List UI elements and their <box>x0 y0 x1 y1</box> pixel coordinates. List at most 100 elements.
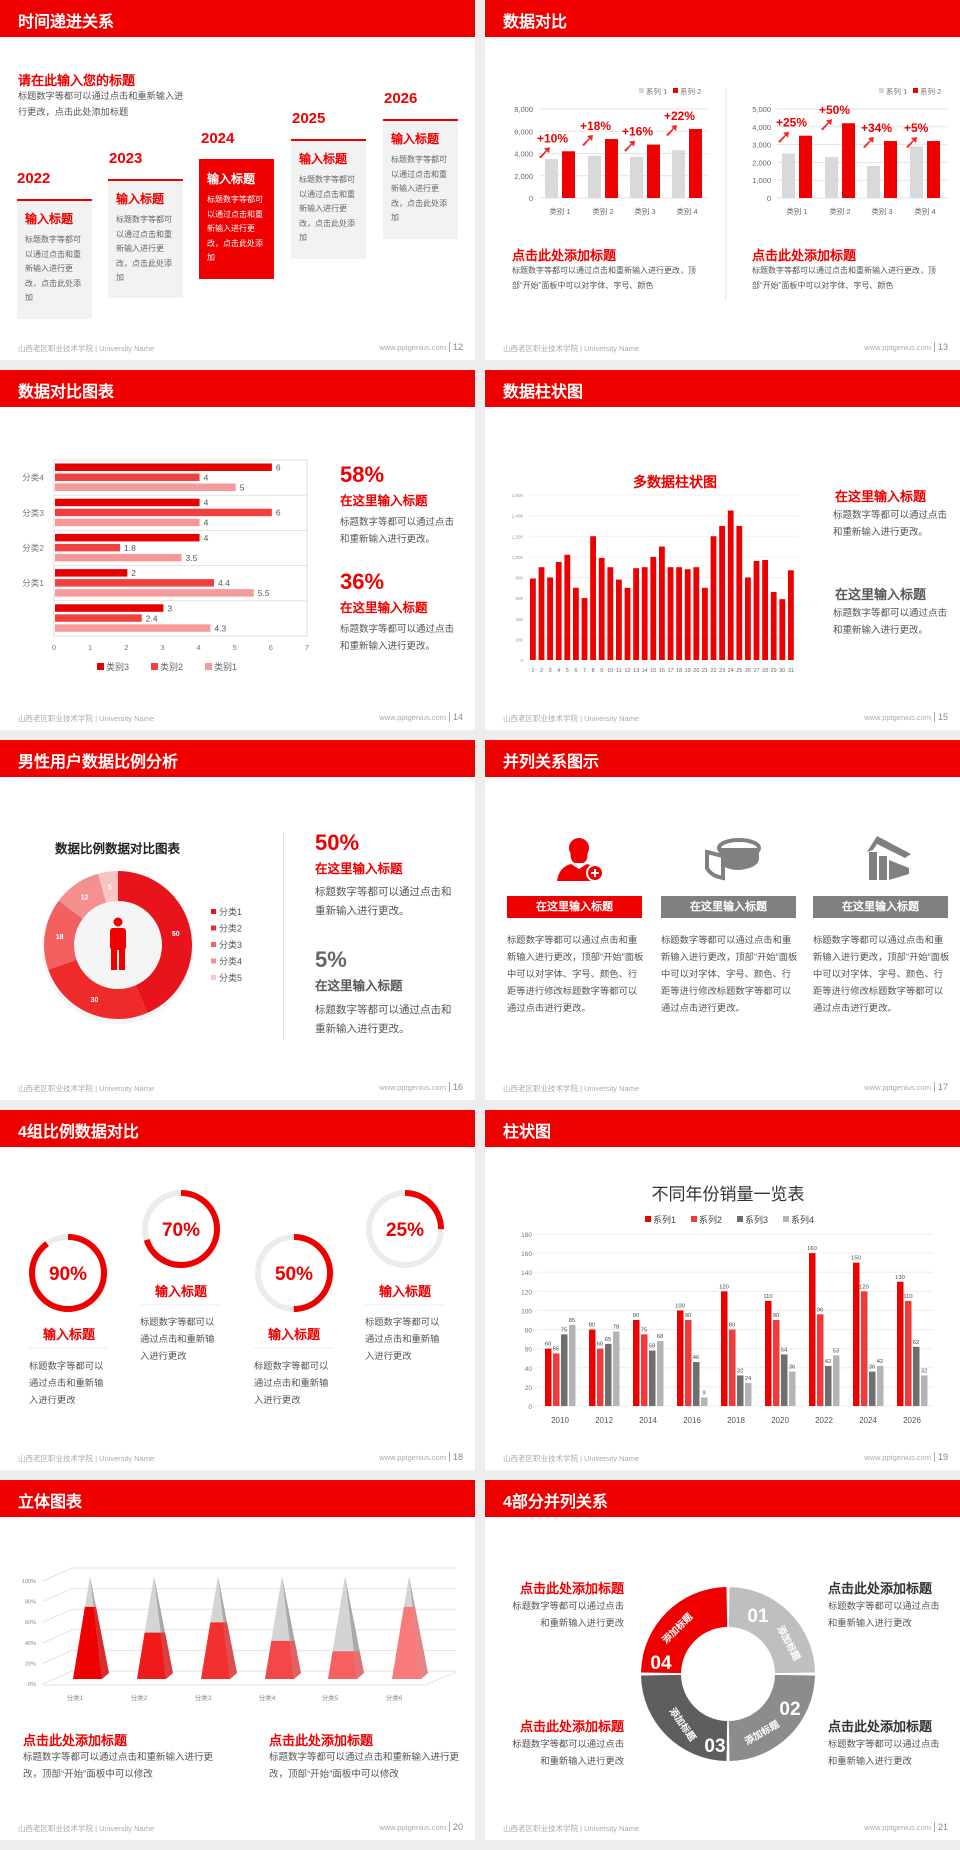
bar-series2 <box>562 151 575 198</box>
footer-url[interactable]: www.pptgenius.com <box>864 1453 931 1462</box>
block-text: 标题数字等都可以通过点击和重新输入进行更改，顶部“开始”面板中可以修改 <box>269 1752 460 1780</box>
bar <box>649 1350 656 1406</box>
legend-swatch <box>211 909 216 914</box>
slide-16[interactable]: 男性用户数据比例分析 数据比例数据对比图表 50 分类1 30 分类2 18 分类3 12 分类… <box>0 740 475 1100</box>
bar <box>727 510 734 660</box>
footer-url[interactable]: www.pptgenius.com <box>379 1823 446 1832</box>
footer-right: www.pptgenius.com 16 <box>379 1082 463 1092</box>
x-tick-label: 31 <box>788 668 794 674</box>
segment-number: 01 <box>747 1606 769 1627</box>
slide-14[interactable]: 数据对比图表 分类4 6 4 5 分类3 4 6 4 分类2 4 1.8 3.5 分类1 2 4.4 5.5 3… <box>0 370 475 730</box>
footer-right: www.pptgenius.com 19 <box>864 1452 948 1462</box>
timeline-card[interactable]: 输入标题 标题数字等都可以通过点击和重新输入进行更改，点击此处添加 <box>291 139 366 259</box>
bar <box>825 1365 832 1406</box>
value-label: 2.4 <box>146 613 158 623</box>
footer-url[interactable]: www.pptgenius.com <box>864 713 931 722</box>
footer-school: 山西老区职业技术学院 | University Name <box>503 714 640 723</box>
y-tick-label: 0 <box>529 194 533 203</box>
slide-12[interactable]: 时间递进关系 请在此输入您的标题 标题数字等都可以通过点击和重新输入进行更改，点… <box>0 0 475 360</box>
cycle-segment <box>641 1587 728 1674</box>
slide-21[interactable]: 4部分并列关系 01 添加标题 02 添加标题 03 添加标题 04 添加标题 点击此处添加标… <box>485 1480 960 1840</box>
page-number: 15 <box>933 712 948 722</box>
legend-swatch <box>211 942 216 947</box>
y-tick-label: 40 <box>525 1366 533 1373</box>
value-label: 4.4 <box>218 578 230 588</box>
page-number: 20 <box>448 1822 463 1832</box>
cycle-segment <box>728 1587 815 1674</box>
value-label: 9 <box>702 1390 705 1396</box>
x-tick-label: 2018 <box>727 1416 745 1425</box>
bar <box>545 1348 552 1406</box>
y-tick-label: 40% <box>25 1641 36 1647</box>
y-tick-label: 0 <box>767 194 771 203</box>
footer-url[interactable]: www.pptgenius.com <box>379 1453 446 1462</box>
slide-13[interactable]: 数据对比 0 2,000 4,000 6,000 8,000 类别 1 +10% 类别 2 +1… <box>485 0 960 360</box>
card-title: 输入标题 <box>391 132 440 146</box>
slide-20[interactable]: 立体图表 0% 20% 40% 60% 80% 100% 分类1 分类2 分类3 分类4 分类5 分类… <box>0 1480 475 1840</box>
timeline-card[interactable]: 输入标题 标题数字等都可以通过点击和重新输入进行更改，点击此处添加 <box>383 119 458 239</box>
stat-value: 50% <box>315 830 360 855</box>
slide-header: 并列关系图示 <box>485 740 960 777</box>
x-tick-label: 19 <box>685 668 691 674</box>
block-text: 标题数字等都可以通过点击和重新输入进行更改，顶部“开始”面板中可以对字体、字号、… <box>512 266 696 290</box>
bar <box>753 561 760 660</box>
x-tick-label: 23 <box>719 668 725 674</box>
block-title: 点击此处添加标题 <box>828 1719 933 1734</box>
card-title: 输入标题 <box>299 152 348 166</box>
title-button[interactable]: 在这里输入标题 <box>661 896 796 918</box>
pyramid-value-side <box>353 1651 364 1679</box>
bar <box>55 604 164 612</box>
page-number: 13 <box>933 342 948 352</box>
bar <box>869 1371 876 1406</box>
segment-number: 03 <box>704 1736 725 1757</box>
legend-label: 分类2 <box>219 923 242 934</box>
gridline <box>42 1608 456 1623</box>
bar <box>745 577 751 660</box>
slide-header: 4组比例数据对比 <box>0 1110 475 1147</box>
stat-text: 标题数字等都可以通过点击和重新输入进行更改。 <box>340 624 455 652</box>
timeline-card[interactable]: 输入标题 标题数字等都可以通过点击和重新输入进行更改，点击此处添加 <box>108 179 183 298</box>
title-button[interactable]: 在这里输入标题 <box>813 896 948 918</box>
bar <box>55 614 142 622</box>
arrow-icon <box>624 140 635 152</box>
legend-label: 分类3 <box>219 939 242 950</box>
footer-url[interactable]: www.pptgenius.com <box>379 1083 446 1092</box>
value-label: 4 <box>204 533 209 543</box>
footer-url[interactable]: www.pptgenius.com <box>379 713 446 722</box>
timeline-card[interactable]: 输入标题 标题数字等都可以通过点击和重新输入进行更改，点击此处添加 <box>17 199 92 319</box>
chart-title: 多数据柱状图 <box>633 474 717 490</box>
slide-18[interactable]: 4组比例数据对比 90% 70% 50% 25% 输入标题 标题数字等都可以通过点击和… <box>0 1110 475 1470</box>
value-label: 65 <box>605 1337 611 1343</box>
slide-17[interactable]: 并列关系图示 在这里输入标题 在这里输入标题 在这里输入标题 标题数字等都可以通… <box>485 740 960 1100</box>
bar <box>589 1329 596 1406</box>
y-tick-label: 8,000 <box>514 105 533 114</box>
bar <box>745 1383 752 1406</box>
ring-progress <box>142 1190 220 1268</box>
footer-right: www.pptgenius.com 21 <box>864 1822 948 1832</box>
ring-percent: 25% <box>386 1220 424 1241</box>
slide-15[interactable]: 数据柱状图 多数据柱状图 0 200 400 600 800 1,000 1,200 1,400… <box>485 370 960 730</box>
bar <box>55 483 236 491</box>
legend-label: 分类4 <box>219 956 242 967</box>
value-label: 4 <box>204 518 209 528</box>
footer-url[interactable]: www.pptgenius.com <box>864 1083 931 1092</box>
value-label: 68 <box>657 1334 663 1340</box>
footer-url[interactable]: www.pptgenius.com <box>379 343 446 352</box>
footer-school: 山西老区职业技术学院 | University Name <box>503 1454 640 1463</box>
slide-19[interactable]: 柱状图 不同年份销量一览表 系列1 系列2 系列3 系列4 0 20 40 60 80 100 120… <box>485 1110 960 1470</box>
value-label: 4 <box>204 473 209 483</box>
growth-label: +18% <box>580 119 611 133</box>
cycle-segment <box>728 1674 815 1761</box>
page-number: 19 <box>933 1452 948 1462</box>
timeline-card-highlighted[interactable]: 输入标题 标题数字等都可以通过点击和重新输入进行更改，点击此处添加 <box>199 159 274 279</box>
footer-right: www.pptgenius.com 12 <box>379 342 463 352</box>
footer-url[interactable]: www.pptgenius.com <box>864 1823 931 1832</box>
legend-swatch <box>151 663 158 670</box>
bar <box>55 463 272 471</box>
title-button[interactable]: 在这里输入标题 <box>507 896 642 918</box>
legend-swatch <box>211 958 216 964</box>
bar <box>833 1355 840 1406</box>
y-tick-label: 4,000 <box>514 150 533 159</box>
footer-url[interactable]: www.pptgenius.com <box>864 343 931 352</box>
